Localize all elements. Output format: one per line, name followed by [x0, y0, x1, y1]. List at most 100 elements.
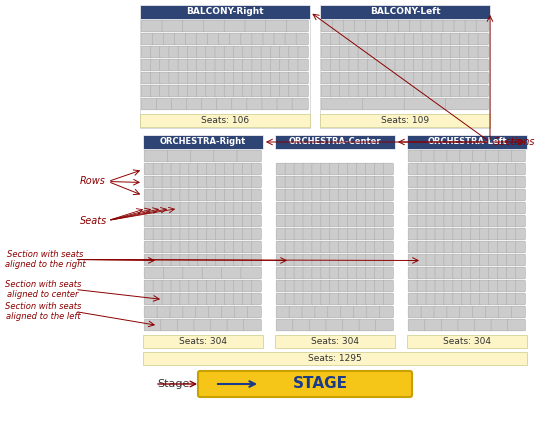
FancyBboxPatch shape [234, 293, 244, 305]
FancyBboxPatch shape [207, 202, 217, 214]
FancyBboxPatch shape [321, 293, 331, 305]
FancyBboxPatch shape [404, 46, 414, 58]
FancyBboxPatch shape [294, 293, 304, 305]
FancyBboxPatch shape [328, 306, 342, 318]
FancyBboxPatch shape [404, 72, 414, 84]
Bar [275, 335, 395, 348]
FancyBboxPatch shape [348, 293, 358, 305]
FancyBboxPatch shape [276, 241, 286, 253]
FancyBboxPatch shape [413, 72, 424, 84]
FancyBboxPatch shape [150, 46, 161, 58]
FancyBboxPatch shape [215, 254, 225, 266]
FancyBboxPatch shape [506, 267, 516, 279]
FancyBboxPatch shape [241, 33, 253, 45]
FancyBboxPatch shape [217, 98, 233, 110]
FancyBboxPatch shape [153, 228, 163, 240]
FancyBboxPatch shape [262, 98, 278, 110]
FancyBboxPatch shape [197, 46, 207, 58]
FancyBboxPatch shape [434, 306, 448, 318]
FancyBboxPatch shape [365, 254, 375, 266]
FancyBboxPatch shape [506, 241, 516, 253]
FancyBboxPatch shape [150, 85, 161, 97]
FancyBboxPatch shape [178, 85, 188, 97]
FancyBboxPatch shape [386, 72, 396, 84]
FancyBboxPatch shape [348, 241, 358, 253]
FancyBboxPatch shape [263, 33, 275, 45]
FancyBboxPatch shape [261, 72, 272, 84]
FancyBboxPatch shape [180, 280, 190, 292]
FancyBboxPatch shape [471, 280, 480, 292]
FancyBboxPatch shape [489, 267, 499, 279]
FancyBboxPatch shape [189, 280, 199, 292]
FancyBboxPatch shape [515, 189, 525, 201]
FancyBboxPatch shape [444, 267, 454, 279]
FancyBboxPatch shape [180, 176, 190, 188]
FancyBboxPatch shape [171, 98, 187, 110]
FancyBboxPatch shape [331, 85, 341, 97]
FancyBboxPatch shape [242, 228, 252, 240]
FancyBboxPatch shape [383, 254, 393, 266]
FancyBboxPatch shape [506, 189, 516, 201]
FancyBboxPatch shape [479, 202, 490, 214]
FancyBboxPatch shape [417, 215, 427, 227]
FancyBboxPatch shape [511, 150, 525, 162]
FancyBboxPatch shape [189, 189, 199, 201]
FancyBboxPatch shape [453, 267, 463, 279]
FancyBboxPatch shape [171, 228, 181, 240]
FancyBboxPatch shape [462, 189, 472, 201]
FancyBboxPatch shape [164, 267, 184, 279]
FancyBboxPatch shape [224, 202, 235, 214]
FancyBboxPatch shape [498, 293, 507, 305]
FancyBboxPatch shape [321, 228, 331, 240]
FancyBboxPatch shape [365, 241, 375, 253]
Text: ORCHESTRA-Left: ORCHESTRA-Left [427, 138, 507, 147]
FancyBboxPatch shape [271, 72, 280, 84]
FancyBboxPatch shape [160, 72, 170, 84]
FancyBboxPatch shape [178, 46, 188, 58]
FancyBboxPatch shape [224, 293, 235, 305]
FancyBboxPatch shape [444, 176, 454, 188]
FancyBboxPatch shape [348, 228, 358, 240]
FancyBboxPatch shape [187, 85, 198, 97]
Text: Section with seats
aligned to the right: Section with seats aligned to the right [5, 250, 85, 269]
FancyBboxPatch shape [435, 293, 445, 305]
FancyBboxPatch shape [309, 319, 327, 331]
FancyBboxPatch shape [426, 267, 436, 279]
Bar [320, 114, 490, 127]
FancyBboxPatch shape [453, 202, 463, 214]
FancyBboxPatch shape [515, 280, 525, 292]
FancyBboxPatch shape [408, 293, 418, 305]
FancyBboxPatch shape [386, 33, 396, 45]
FancyBboxPatch shape [189, 293, 199, 305]
FancyBboxPatch shape [329, 228, 340, 240]
FancyBboxPatch shape [498, 280, 507, 292]
FancyBboxPatch shape [312, 241, 322, 253]
Text: Seats: 304: Seats: 304 [443, 337, 491, 346]
FancyBboxPatch shape [141, 20, 163, 32]
FancyBboxPatch shape [285, 293, 295, 305]
FancyBboxPatch shape [498, 254, 507, 266]
FancyBboxPatch shape [329, 280, 340, 292]
FancyBboxPatch shape [234, 46, 244, 58]
FancyBboxPatch shape [485, 150, 500, 162]
FancyBboxPatch shape [321, 33, 332, 45]
FancyBboxPatch shape [321, 85, 332, 97]
FancyBboxPatch shape [498, 189, 507, 201]
FancyBboxPatch shape [170, 306, 184, 318]
FancyBboxPatch shape [515, 228, 525, 240]
FancyBboxPatch shape [462, 280, 472, 292]
FancyBboxPatch shape [215, 202, 225, 214]
FancyBboxPatch shape [365, 202, 375, 214]
FancyBboxPatch shape [242, 59, 253, 71]
FancyBboxPatch shape [432, 85, 442, 97]
FancyBboxPatch shape [285, 163, 295, 175]
FancyBboxPatch shape [279, 46, 290, 58]
FancyBboxPatch shape [224, 254, 235, 266]
FancyBboxPatch shape [321, 189, 331, 201]
FancyBboxPatch shape [251, 254, 261, 266]
FancyBboxPatch shape [376, 33, 387, 45]
FancyBboxPatch shape [462, 176, 472, 188]
FancyBboxPatch shape [285, 215, 295, 227]
FancyBboxPatch shape [279, 85, 290, 97]
FancyBboxPatch shape [289, 46, 299, 58]
